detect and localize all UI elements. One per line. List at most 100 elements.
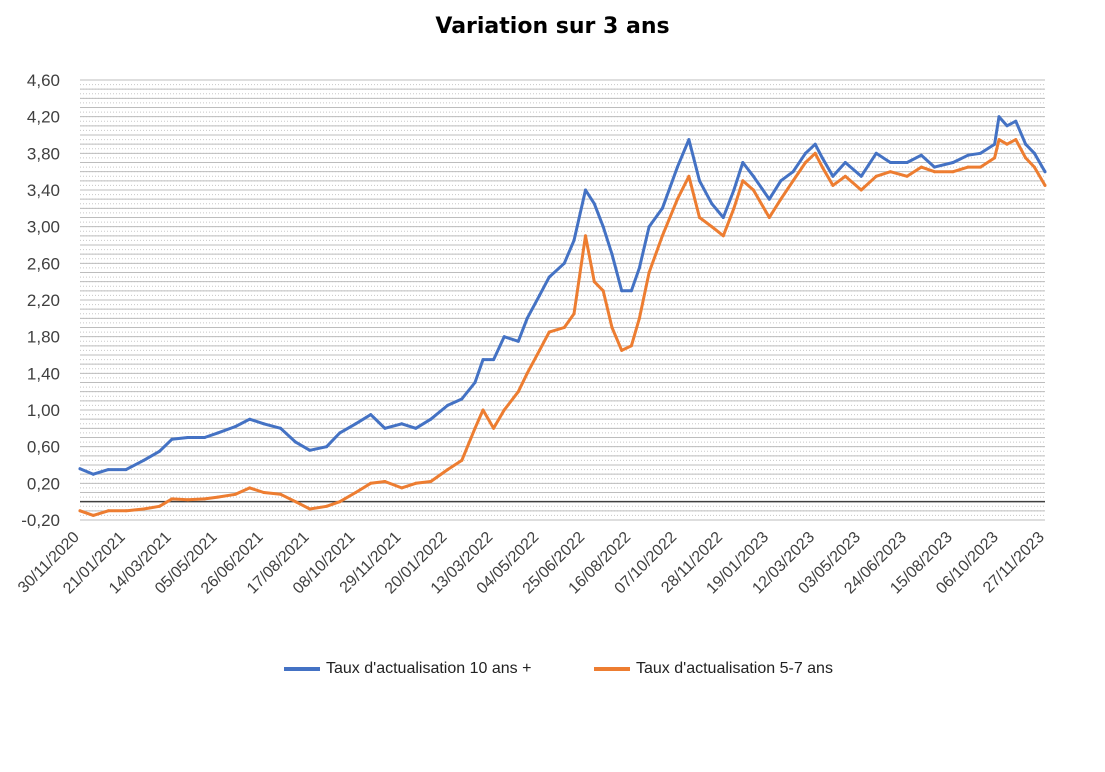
data-point-series-1	[158, 449, 161, 453]
data-point-series-2	[979, 165, 982, 169]
data-point-series-2	[78, 509, 82, 513]
data-point-series-1	[279, 426, 283, 430]
data-point-series-1	[234, 425, 237, 428]
data-point-series-1	[460, 397, 464, 401]
data-point-series-1	[325, 445, 329, 449]
data-point-series-2	[429, 480, 433, 483]
data-point-series-2	[779, 197, 783, 201]
legend-swatch-series-1	[284, 667, 320, 671]
data-point-series-2	[414, 481, 418, 485]
y-tick-label: 3,00	[27, 218, 60, 237]
data-point-series-1	[629, 289, 633, 293]
data-point-series-2	[1014, 138, 1018, 142]
data-point-series-1	[248, 417, 252, 421]
data-point-series-2	[905, 174, 909, 178]
data-point-series-2	[751, 188, 755, 192]
data-point-series-2	[1043, 183, 1047, 187]
data-point-series-1	[1024, 142, 1028, 146]
data-point-series-2	[710, 225, 714, 229]
data-point-series-1	[919, 153, 923, 157]
data-point-series-1	[637, 266, 641, 270]
data-point-series-2	[525, 371, 529, 375]
y-tick-label: 0,60	[27, 438, 60, 457]
data-point-series-2	[804, 161, 807, 164]
data-point-series-1	[813, 142, 817, 146]
data-point-series-2	[492, 426, 496, 430]
data-point-series-1	[78, 467, 82, 471]
data-point-series-1	[1043, 170, 1047, 174]
data-point-series-1	[547, 275, 551, 279]
y-tick-label: -0,20	[21, 511, 60, 530]
data-point-series-1	[831, 174, 835, 178]
data-point-series-2	[1024, 156, 1028, 160]
data-point-series-1	[687, 138, 691, 142]
data-point-series-2	[294, 500, 298, 504]
data-point-series-2	[234, 492, 237, 496]
data-point-series-2	[446, 468, 450, 472]
data-point-series-2	[308, 507, 312, 511]
data-point-series-1	[905, 161, 909, 164]
data-point-series-2	[919, 165, 923, 169]
data-point-series-1	[993, 142, 997, 146]
data-point-series-1	[1005, 124, 1009, 128]
series-layer	[78, 115, 1047, 517]
data-point-series-1	[262, 422, 266, 426]
data-point-series-1	[429, 417, 433, 421]
data-point-series-2	[741, 179, 745, 183]
legend-item-series-1: Taux d'actualisation 10 ans +	[284, 660, 531, 678]
data-point-series-2	[675, 197, 679, 201]
data-point-series-1	[308, 448, 312, 452]
data-point-series-1	[592, 202, 596, 206]
data-point-series-2	[721, 234, 725, 238]
data-point-series-2	[859, 188, 863, 192]
data-point-series-1	[383, 426, 387, 430]
data-point-series-1	[502, 335, 506, 339]
data-point-series-2	[831, 183, 835, 187]
legend-label-series-2: Taux d'actualisation 5-7 ans	[636, 660, 833, 677]
data-point-series-2	[248, 486, 252, 490]
data-point-series-1	[142, 458, 146, 462]
data-point-series-1	[874, 151, 878, 155]
data-point-series-2	[647, 271, 651, 274]
data-point-series-2	[369, 481, 373, 485]
data-point-series-1	[400, 422, 404, 426]
y-tick-label: 1,00	[27, 401, 60, 420]
data-point-series-2	[620, 348, 624, 352]
data-point-series-1	[516, 339, 520, 343]
y-tick-label: 3,40	[27, 181, 60, 200]
data-point-series-1	[859, 174, 863, 178]
data-point-series-2	[1005, 142, 1009, 146]
chart-title: Variation sur 3 ans	[435, 14, 670, 39]
data-point-series-1	[966, 153, 970, 157]
data-point-series-2	[338, 500, 342, 504]
data-point-series-1	[492, 358, 496, 362]
data-point-series-1	[997, 115, 1001, 119]
data-point-series-2	[843, 174, 847, 178]
data-point-series-2	[637, 316, 641, 320]
data-point-series-1	[610, 252, 614, 256]
data-point-series-1	[354, 422, 358, 426]
data-point-series-2	[354, 491, 358, 494]
data-point-series-2	[400, 486, 404, 490]
data-point-series-2	[993, 156, 997, 160]
data-point-series-1	[338, 431, 342, 435]
data-point-series-1	[601, 225, 605, 229]
data-point-series-2	[1032, 165, 1036, 169]
data-point-series-2	[629, 344, 633, 348]
legend-item-series-2: Taux d'actualisation 5-7 ans	[594, 660, 833, 678]
data-point-series-1	[620, 289, 624, 293]
data-point-series-2	[698, 216, 701, 219]
data-point-series-2	[158, 504, 161, 508]
y-tick-label: 2,60	[27, 254, 60, 273]
data-point-series-2	[888, 170, 892, 174]
data-point-series-1	[698, 179, 701, 183]
data-point-series-2	[966, 165, 970, 169]
y-tick-label: 3,80	[27, 144, 60, 163]
data-point-series-1	[710, 202, 714, 206]
data-point-series-1	[647, 225, 651, 229]
data-point-series-1	[369, 413, 373, 417]
data-point-series-2	[481, 408, 485, 412]
y-axis-ticks: -0,20 0,20 0,60 1,00 1,40 1,80 2,20 2,60 3,00 3,4…	[21, 71, 60, 530]
data-point-series-1	[170, 437, 174, 441]
data-point-series-1	[481, 358, 485, 362]
